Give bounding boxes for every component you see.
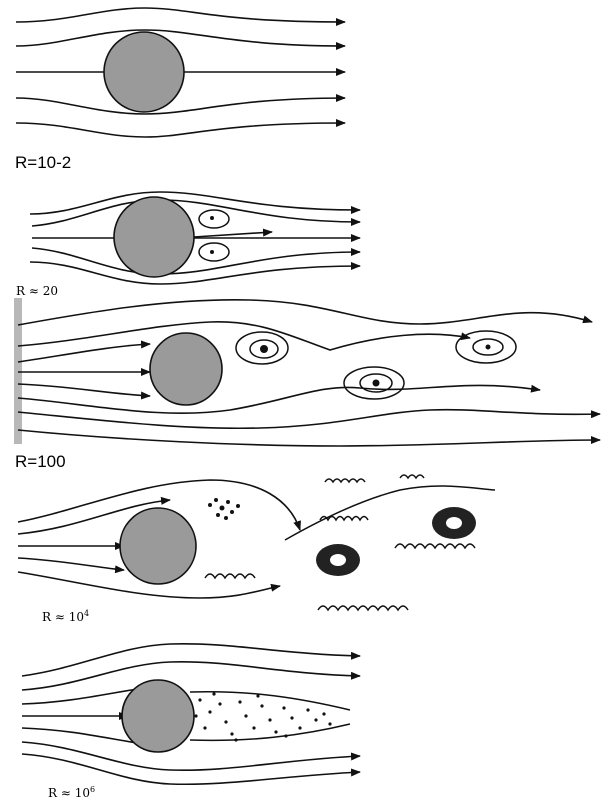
- wake-boundary: [189, 723, 351, 742]
- eddy-core: [210, 250, 214, 254]
- panel-2-attached-vortices: [29, 191, 361, 285]
- curly-shear-layer: [317, 605, 409, 612]
- panel-5-narrow-wake: [21, 642, 361, 786]
- streamline: [29, 261, 361, 285]
- cylinder: [149, 332, 223, 406]
- streamline: [21, 642, 361, 677]
- streamline: [29, 191, 361, 215]
- cylinder: [103, 31, 185, 113]
- reynolds-label-1: R=10-2: [15, 153, 72, 172]
- curly-shear-layer: [204, 573, 256, 580]
- streamline: [17, 557, 125, 574]
- turbulent-wake-dots: [194, 692, 332, 742]
- streamline: [17, 321, 471, 351]
- cylinder: [113, 196, 195, 278]
- streamline: [17, 408, 601, 430]
- curly-shear-layer: [284, 485, 496, 541]
- curly-shear-layer: [399, 474, 425, 480]
- panel-3-vortex-street: [14, 298, 601, 447]
- reynolds-label-3: R=100: [15, 452, 66, 471]
- wake-line: [193, 228, 273, 238]
- upper-eddy: [198, 209, 230, 229]
- reynolds-label-4: R ≈ 104: [42, 609, 90, 624]
- panel-4-turbulent-wake: [17, 474, 496, 612]
- streamline: [31, 199, 361, 227]
- streamline: [21, 661, 361, 691]
- streamline: [15, 29, 346, 50]
- streamline: [17, 340, 151, 363]
- streamline: [15, 7, 346, 26]
- streamline: [17, 429, 601, 447]
- streamline: [21, 741, 361, 772]
- curly-shear-layer: [394, 543, 476, 550]
- curly-shear-layer: [319, 515, 369, 522]
- eddy-core: [210, 216, 214, 220]
- reynolds-label-5: R ≈ 106: [48, 785, 96, 800]
- cylinder: [119, 507, 197, 585]
- lower-eddy: [198, 242, 230, 262]
- wake-boundary: [189, 690, 351, 711]
- vortex: [343, 366, 405, 400]
- vortex: [235, 331, 289, 365]
- streamline: [17, 384, 541, 414]
- streamline: [17, 571, 281, 599]
- streamline: [17, 496, 171, 535]
- curly-shear-layer: [324, 478, 366, 484]
- streamline: [21, 753, 361, 786]
- inflow-shading: [14, 298, 22, 444]
- streamline: [17, 383, 151, 400]
- turbulent-blob: [208, 498, 240, 520]
- streamline: [15, 94, 346, 115]
- cylinder: [121, 679, 195, 753]
- streamline: [17, 299, 593, 326]
- streamline: [17, 479, 301, 531]
- vortex: [455, 330, 517, 364]
- streamline: [15, 119, 346, 138]
- reynolds-label-2: R ≈ 20: [16, 284, 58, 298]
- panel-1-creeping-flow: [15, 7, 346, 138]
